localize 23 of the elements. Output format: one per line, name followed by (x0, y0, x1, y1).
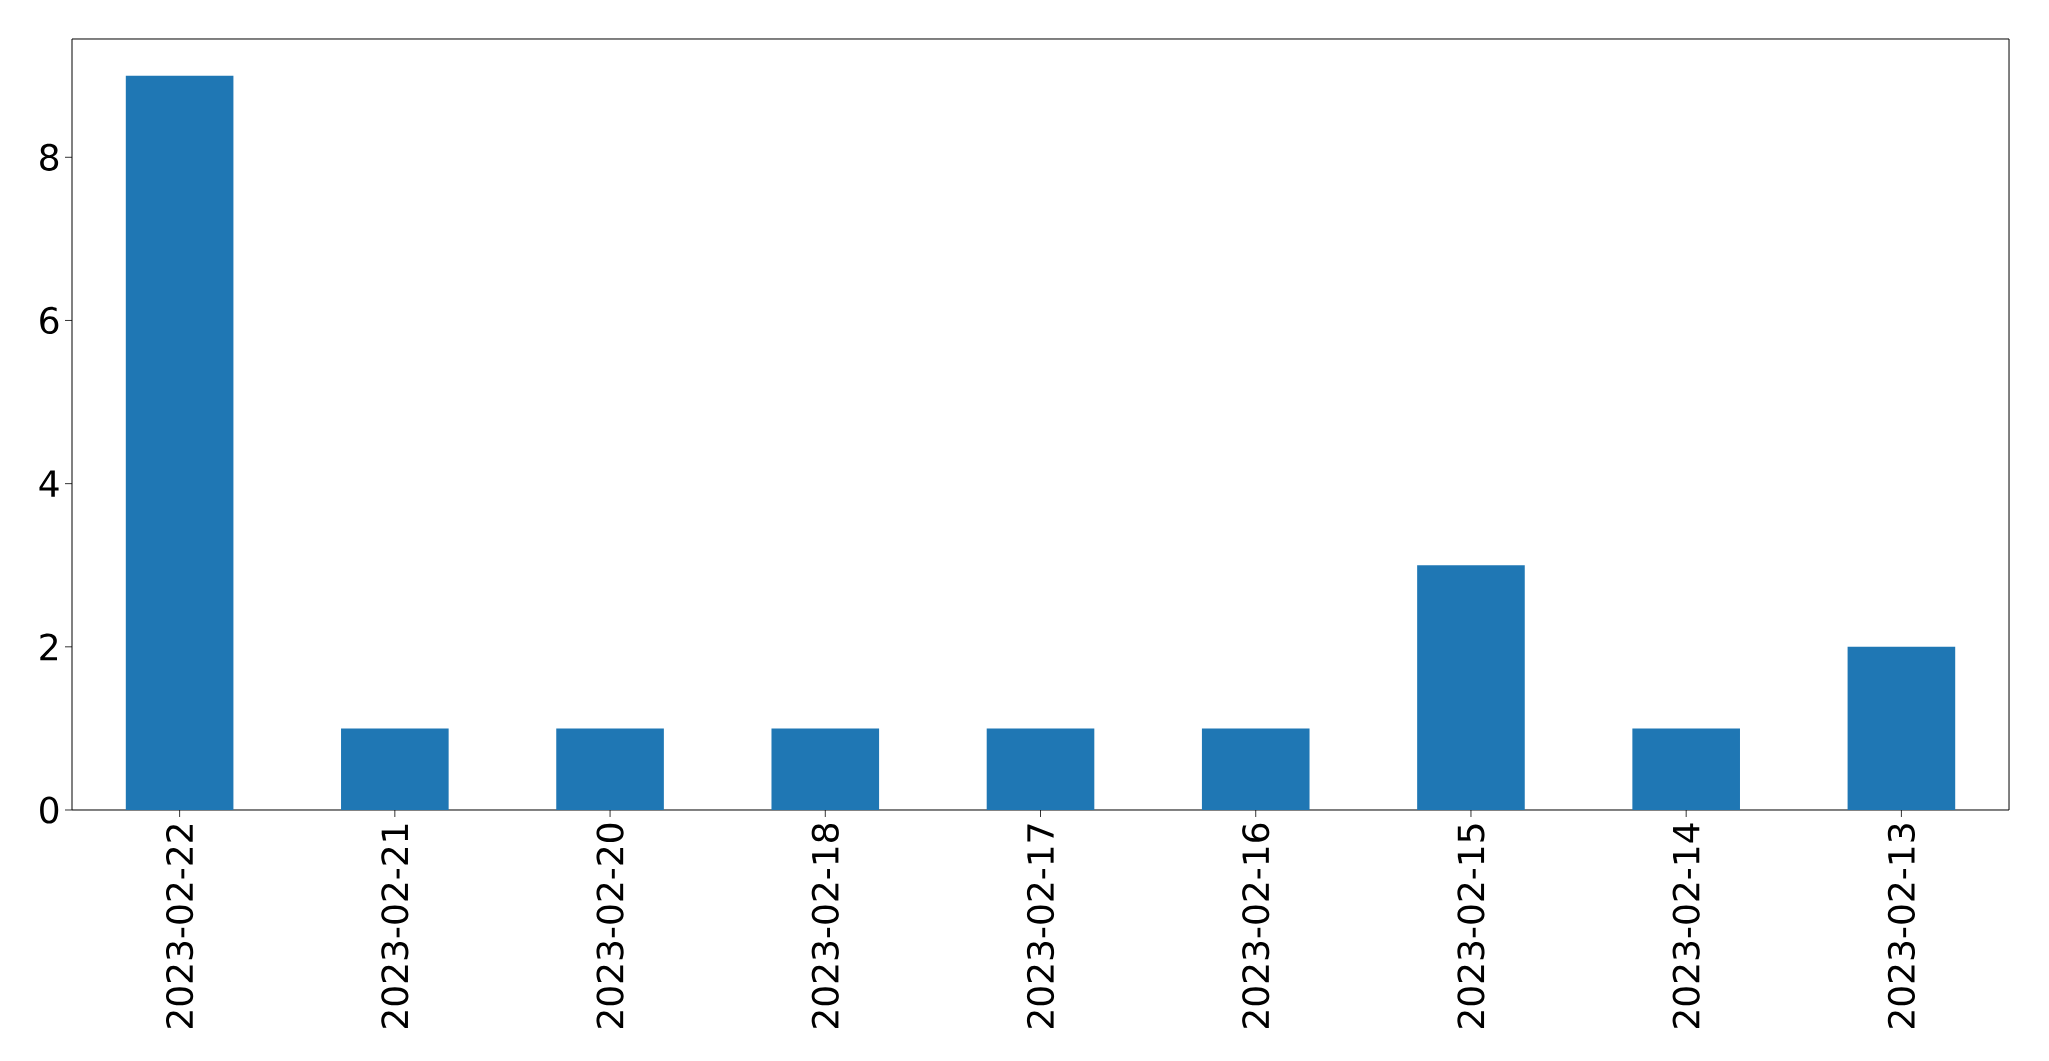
bar (1417, 565, 1525, 810)
x-tick-label: 2023-02-17 (1026, 824, 1055, 1028)
bar (125, 75, 234, 810)
x-tick-label: 2023-02-21 (381, 824, 409, 1028)
bar (1847, 646, 1956, 810)
y-tick-label: 2 (40, 633, 58, 661)
bar (341, 728, 449, 810)
bar (556, 728, 664, 810)
bar (771, 728, 880, 810)
y-tick-label: 0 (40, 796, 59, 824)
bar (986, 728, 1095, 810)
x-tick-label: 2023-02-13 (1887, 824, 1915, 1028)
x-tick-label: 2023-02-18 (811, 823, 839, 1028)
x-tick-label: 2023-02-14 (1672, 823, 1700, 1028)
y-tick-label: 6 (40, 306, 59, 335)
y-tick-label: 8 (40, 143, 59, 171)
y-tick-label: 4 (39, 470, 59, 497)
bar (1632, 728, 1740, 810)
x-tick-label: 2023-02-15 (1457, 824, 1485, 1028)
x-tick-label: 2023-02-20 (596, 823, 624, 1028)
x-tick-label: 2023-02-16 (1242, 823, 1270, 1028)
x-tick-label: 2023-02-22 (166, 825, 194, 1028)
bar (1201, 728, 1310, 810)
